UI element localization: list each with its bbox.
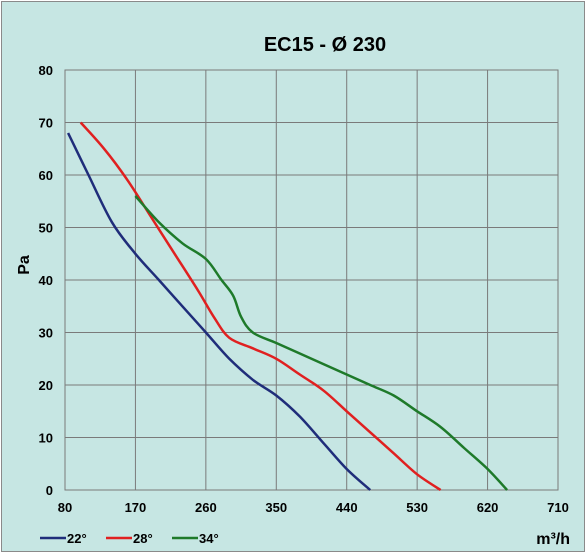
series-lines [66,121,509,492]
x-tick-label: 620 [477,500,499,515]
x-tick-label: 170 [125,500,147,515]
chart-title: EC15 - Ø 230 [264,34,386,56]
y-axis-label: Pa [16,255,33,275]
y-tick-label: 60 [39,168,53,183]
legend-item: 34° [172,531,219,546]
x-tick-label: 440 [336,500,358,515]
y-tick-label: 0 [46,483,53,498]
gridlines [65,70,558,490]
legend: 22° 28° 34° [40,531,219,546]
x-tick-label: 260 [195,500,217,515]
x-tick-label: 710 [547,500,569,515]
legend-item: 22° [40,531,87,546]
y-tick-label: 30 [39,326,53,341]
y-tick-labels: 0 10 20 30 40 50 60 70 80 [39,63,53,498]
y-tick-label: 10 [39,431,53,446]
y-tick-label: 20 [39,378,53,393]
legend-item: 28° [106,531,153,546]
y-tick-label: 70 [39,116,53,131]
y-tick-label: 50 [39,221,53,236]
x-tick-label: 350 [265,500,287,515]
x-tick-label: 530 [406,500,428,515]
legend-label: 22° [67,531,87,546]
series-line-34 [134,195,509,491]
series-line-28 [79,121,442,492]
y-tick-label: 40 [39,273,53,288]
x-tick-label: 80 [58,500,72,515]
legend-label: 28° [133,531,153,546]
y-tick-label: 80 [39,63,53,78]
series-line-22 [66,132,372,491]
legend-label: 34° [199,531,219,546]
x-tick-labels: 80 170 260 350 440 530 620 710 [58,500,569,515]
x-axis-label: m³/h [536,531,570,548]
